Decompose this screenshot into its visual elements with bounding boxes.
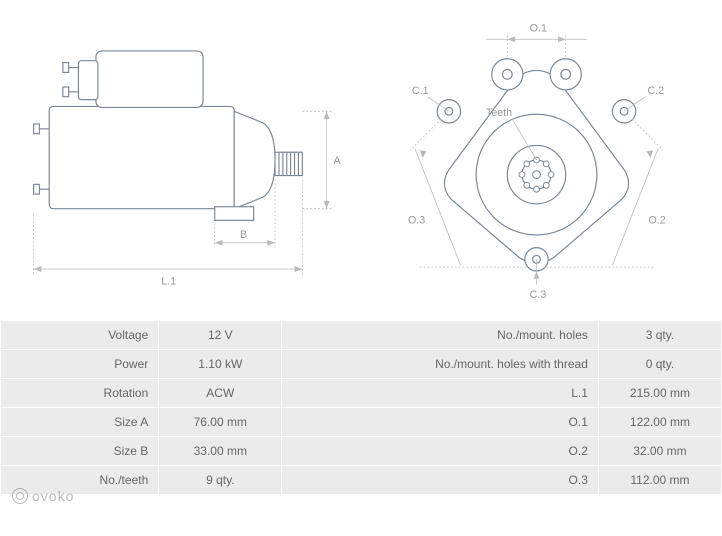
watermark-text: ovoko [32, 488, 74, 504]
dim-label-c2: C.2 [647, 85, 664, 97]
side-view-svg: A B L.1 [20, 10, 351, 310]
spec-label: O.3 [282, 466, 599, 495]
side-view-diagram: A B L.1 [20, 10, 351, 310]
spec-value: 112.00 mm [598, 466, 721, 495]
dim-label-o3: O.3 [408, 214, 425, 226]
spec-label: L.1 [282, 379, 599, 408]
spec-label: No./mount. holes with thread [282, 350, 599, 379]
front-view-svg: O.1 O.2 O.3 C.1 C.2 C.3 Teeth [371, 10, 702, 310]
spec-value: 215.00 mm [598, 379, 721, 408]
dim-label-a: A [333, 155, 341, 167]
table-row: Size A76.00 mmO.1122.00 mm [1, 408, 722, 437]
table-row: No./teeth9 qty.O.3112.00 mm [1, 466, 722, 495]
spec-label: No./mount. holes [282, 321, 599, 350]
teeth-gear [519, 157, 554, 192]
table-row: Voltage12 VNo./mount. holes3 qty. [1, 321, 722, 350]
dim-label-o2: O.2 [648, 214, 665, 226]
spec-label: O.1 [282, 408, 599, 437]
dim-label-l1: L.1 [161, 276, 176, 288]
spec-value: 122.00 mm [598, 408, 721, 437]
diagram-area: A B L.1 [0, 0, 722, 320]
spec-value: 76.00 mm [159, 408, 282, 437]
spec-value: 33.00 mm [159, 437, 282, 466]
table-row: Power1.10 kWNo./mount. holes with thread… [1, 350, 722, 379]
table-row: RotationACWL.1215.00 mm [1, 379, 722, 408]
table-row: Size B33.00 mmO.232.00 mm [1, 437, 722, 466]
spec-value: 9 qty. [159, 466, 282, 495]
spec-label: Power [1, 350, 159, 379]
spec-value: 0 qty. [598, 350, 721, 379]
dim-label-b: B [240, 229, 247, 241]
watermark: ovoko [12, 488, 74, 504]
spec-value: 1.10 kW [159, 350, 282, 379]
dim-label-c1: C.1 [412, 85, 429, 97]
dim-label-o1: O.1 [530, 22, 547, 34]
spec-value: 12 V [159, 321, 282, 350]
spec-label: Size A [1, 408, 159, 437]
spec-table: Voltage12 VNo./mount. holes3 qty.Power1.… [0, 320, 722, 495]
spec-label: Size B [1, 437, 159, 466]
spec-label: Rotation [1, 379, 159, 408]
spec-value: 3 qty. [598, 321, 721, 350]
watermark-ring-icon [12, 488, 28, 504]
spec-value: 32.00 mm [598, 437, 721, 466]
front-view-diagram: O.1 O.2 O.3 C.1 C.2 C.3 Teeth [371, 10, 702, 310]
spec-label: Voltage [1, 321, 159, 350]
dim-label-teeth: Teeth [486, 107, 512, 119]
spec-value: ACW [159, 379, 282, 408]
dim-label-c3: C.3 [530, 289, 547, 301]
spec-label: O.2 [282, 437, 599, 466]
spec-table-body: Voltage12 VNo./mount. holes3 qty.Power1.… [1, 321, 722, 495]
